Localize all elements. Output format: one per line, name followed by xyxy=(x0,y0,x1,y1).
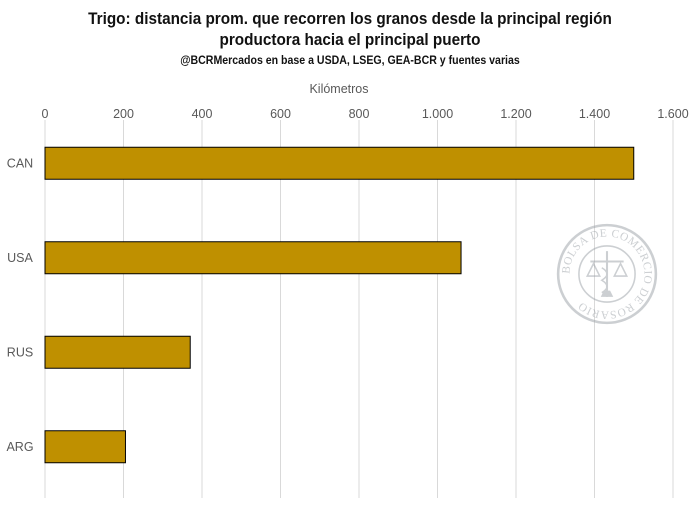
x-tick-label: 1.400 xyxy=(579,107,610,121)
x-tick-label: 800 xyxy=(349,107,370,121)
y-category-label: ARG xyxy=(6,440,33,454)
x-tick-label: 0 xyxy=(42,107,49,121)
x-tick-label: 400 xyxy=(192,107,213,121)
y-category-label: CAN xyxy=(7,156,33,170)
y-category-label: USA xyxy=(7,251,33,265)
chart-title-line-1: Trigo: distancia prom. que recorren los … xyxy=(88,9,612,28)
x-tick-label: 600 xyxy=(270,107,291,121)
chart-subtitle: @BCRMercados en base a USDA, LSEG, GEA-B… xyxy=(180,55,520,67)
x-tick-label: 200 xyxy=(113,107,134,121)
bar-rus xyxy=(44,335,191,369)
x-tick-label: 1.600 xyxy=(657,107,688,121)
bar-can xyxy=(44,146,635,180)
x-tick-label: 1.200 xyxy=(500,107,531,121)
bcr-seal-watermark: BOLSA DE COMERCIO DE ROSARIO xyxy=(556,223,658,325)
x-axis-title: Kilómetros xyxy=(309,82,368,96)
y-category-label: RUS xyxy=(7,345,33,359)
x-tick-label: 1.000 xyxy=(422,107,453,121)
bar-usa xyxy=(44,241,462,275)
bar-arg xyxy=(44,430,126,464)
chart-title-line-2: productora hacia el principal puerto xyxy=(219,30,481,49)
chart-title: Trigo: distancia prom. que recorren los … xyxy=(35,8,665,50)
